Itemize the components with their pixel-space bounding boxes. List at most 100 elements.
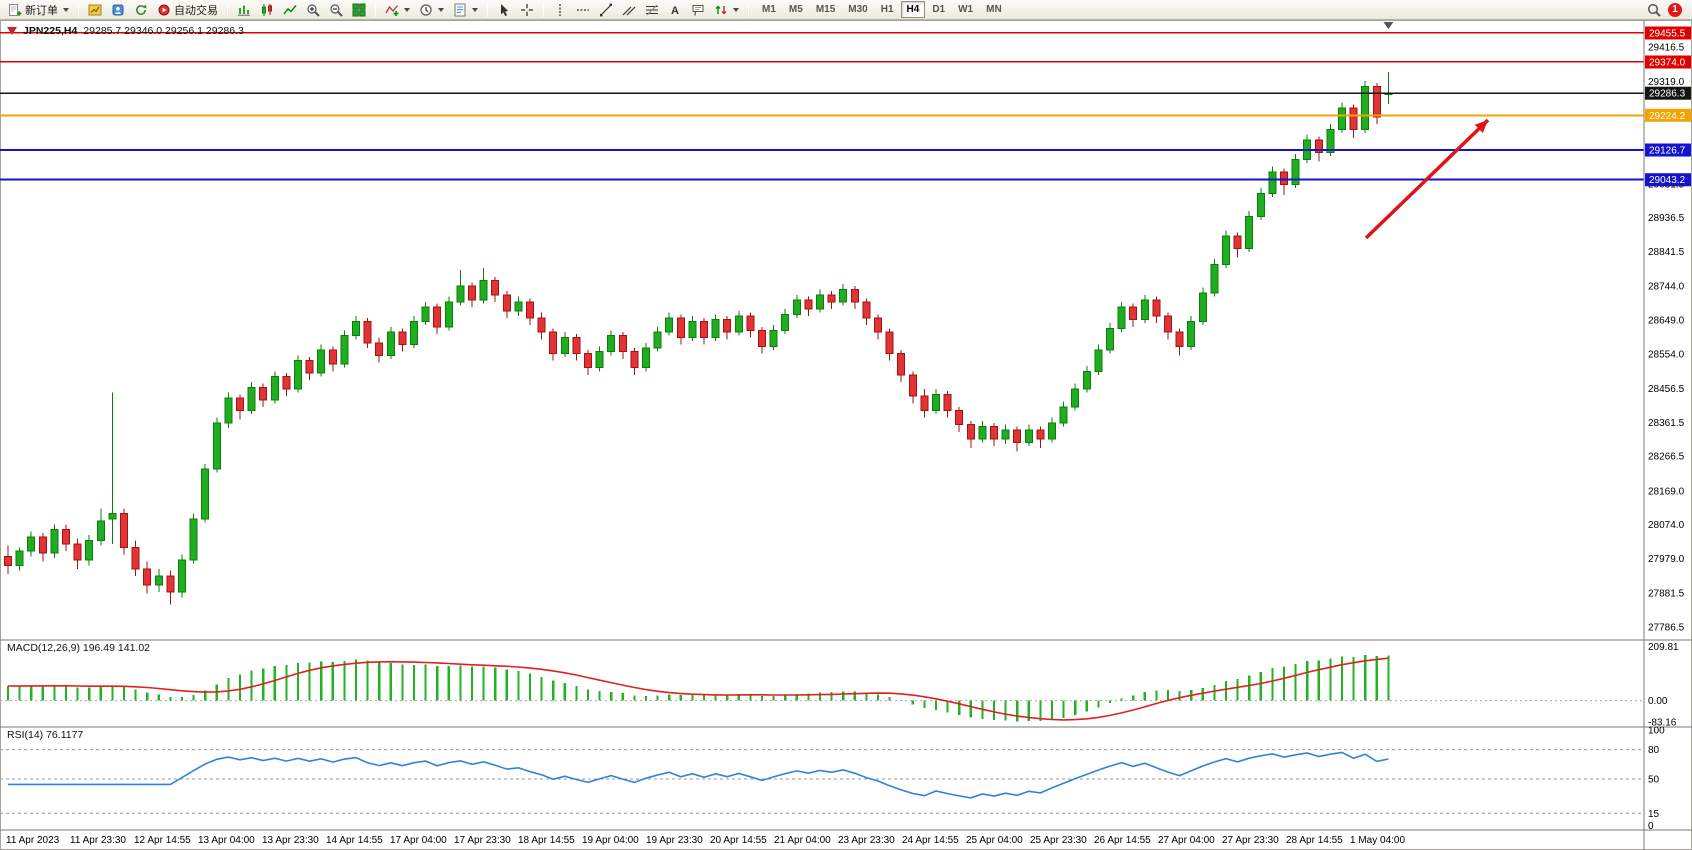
candlestick-button[interactable] [256,1,278,19]
line-chart-button[interactable] [279,1,301,19]
date-axis-label: 28 Apr 14:55 [1286,835,1343,846]
candle-body [73,543,82,561]
candle-body [1280,171,1288,185]
equidistant-channel-icon [622,6,636,15]
candle-body [15,550,24,566]
search-button[interactable] [1643,1,1665,19]
candle-body [804,299,813,310]
timeframe-button-m5[interactable]: M5 [783,1,809,18]
price-line-label [1645,55,1691,69]
zoom-in-button[interactable] [302,1,324,19]
refresh-icon [136,4,147,15]
candle-body [1164,315,1172,333]
candle-body [282,376,291,390]
candle-body [38,536,47,554]
rsi-axis-label: 100 [1648,726,1665,737]
timeframe-button-mn[interactable]: MN [980,1,1008,18]
chart-title: JPN225,H4 29285.7 29346.0 29256.1 29286.… [7,25,244,37]
candle-body [897,352,906,376]
notification-badge[interactable]: 1 [1668,2,1682,17]
toolbar-separator [78,2,79,17]
candle-body [1129,306,1138,321]
candle-body [1222,235,1230,266]
candle-body [479,280,488,301]
candle-body [676,317,685,338]
candle-body [236,397,244,411]
vertical-line-button[interactable] [549,1,571,19]
timeframe-button-w1[interactable]: W1 [952,1,979,18]
candle-body [120,513,128,548]
candle-body [746,315,755,331]
candle-body [816,294,824,310]
candle-body [154,575,163,586]
candle-body [839,288,848,303]
candle-body [526,301,534,319]
clock-icon [420,3,432,16]
cursor-button[interactable] [493,1,515,19]
crosshair-button[interactable] [516,1,538,19]
trendline-button[interactable] [595,1,617,19]
rsi-indicator-label: RSI(14) 76.1177 [7,729,84,741]
rsi-axis-label: 15 [1648,809,1660,820]
toolbar-separator [227,2,228,17]
date-axis-label: 17 Apr 04:00 [390,835,447,846]
autotrading-label: 自动交易 [174,4,218,17]
bar-chart-button[interactable] [233,1,255,19]
macd-axis-label: -83.16 [1648,717,1677,728]
candle-body [1175,331,1184,347]
candle-body [1187,320,1196,347]
timeframe-button-m30[interactable]: M30 [842,1,873,18]
refresh-button[interactable] [130,1,152,19]
date-axis-label: 27 Apr 23:30 [1222,835,1279,846]
trend-arrow-head[interactable] [1474,120,1488,133]
chart-frame [0,20,1692,850]
horizontal-line-button[interactable] [572,1,594,19]
candle-body [1071,388,1080,408]
equidistant-channel-button[interactable] [618,1,640,19]
candle-body [1361,86,1370,130]
fibonacci-button[interactable] [641,1,663,19]
autotrading-button[interactable]: 自动交易 [153,1,222,19]
new-chart-button[interactable] [84,1,106,19]
timeframe-button-h1[interactable]: H1 [875,1,900,18]
candle-body [386,331,395,356]
chart-shift-marker[interactable] [1383,22,1394,29]
date-axis-label: 17 Apr 23:30 [454,835,511,846]
timeframe-button-m15[interactable]: M15 [810,1,841,18]
text-label-button[interactable] [687,1,709,19]
candle-body [421,306,430,322]
trend-arrow[interactable] [1364,118,1490,240]
candle-body [595,351,604,369]
candle-body [978,425,987,440]
indicators-button[interactable] [381,1,414,19]
macd-axis-label: 209.81 [1648,642,1679,653]
candle-body [827,294,836,303]
candle-body [932,393,940,411]
text-button[interactable]: A [664,1,686,19]
periods-button[interactable] [415,1,448,19]
candle-body [885,331,894,354]
timeframe-button-h4[interactable]: H4 [900,1,926,18]
zoom-out-button[interactable] [325,1,347,19]
candlestick-icon [262,3,272,16]
candle-body [294,360,302,390]
candle-body [723,319,732,333]
arrows-button[interactable] [710,1,743,19]
date-axis-label: 11 Apr 2023 [6,835,60,846]
arrows-icon [715,5,727,14]
timeframe-button-d1[interactable]: D1 [926,1,951,18]
new-order-button[interactable]: 新订单 [4,1,73,19]
templates-button[interactable] [449,1,482,19]
candle-body [363,320,372,344]
candle-body [1338,107,1346,130]
vertical-line-icon [559,3,561,16]
candle-body [862,301,871,319]
profiles-button[interactable] [107,1,129,19]
price-tick-label: 28554.0 [1648,349,1685,360]
timeframe-button-m1[interactable]: M1 [756,1,782,18]
fibonacci-icon [646,4,658,15]
caret-down-icon [733,7,739,12]
macd-signal-line [7,657,1389,721]
tile-windows-button[interactable] [348,1,370,19]
